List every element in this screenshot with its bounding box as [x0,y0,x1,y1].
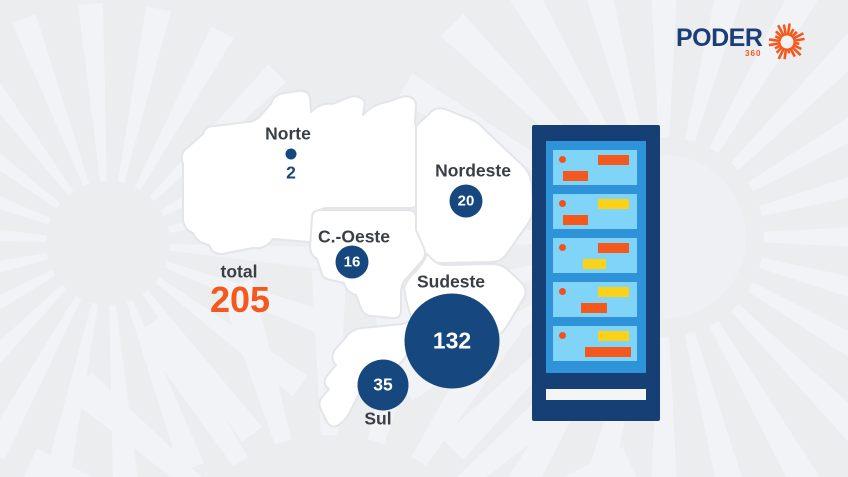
region-label-norte: Norte [265,123,311,144]
bubble-norte [285,148,297,160]
server-slot-bar-icon [581,303,607,313]
server-unit [553,238,637,273]
server-rack-units [553,150,637,370]
server-rack-illustration [532,125,660,421]
map-region-norte [180,89,422,255]
server-slot-bar-icon [585,347,631,357]
region-label-sul: Sul [364,408,392,429]
server-slot-bar-icon [563,215,588,225]
server-slot-bar-icon [583,259,606,269]
led-indicator-icon [559,156,566,163]
region-value-sul: 35 [373,374,393,395]
server-rack-base-vent [546,389,646,400]
server-slot-bar-icon [598,155,629,165]
total-value: 205 [209,279,271,320]
poder360-logo: PODER 360 [676,20,809,64]
logo-text: PODER 360 [676,24,763,59]
server-unit [553,194,637,229]
region-value-norte: 2 [286,162,296,183]
total-label: total [220,261,258,282]
led-indicator-icon [559,200,566,207]
region-value-nordeste: 20 [457,192,475,210]
sunburst-logo-icon [769,23,806,60]
server-unit [553,282,637,317]
region-label-sudeste: Sudeste [416,271,486,292]
led-indicator-icon [559,244,566,251]
server-slot-bar-icon [598,243,629,253]
region-value-sudeste: 132 [432,327,472,354]
region-label-nordeste: Nordeste [435,160,511,181]
bubble-nordeste: 20 [449,184,483,218]
server-slot-bar-icon [598,199,629,209]
led-indicator-icon [559,288,566,295]
server-unit [553,326,637,361]
bubble-centro-oeste: 16 [335,245,369,279]
bubble-sul: 35 [357,359,409,411]
region-value-centro-oeste: 16 [343,253,361,271]
region-label-centro-oeste: C.-Oeste [318,226,390,247]
server-rack-inner-frame [546,141,646,373]
logo-wordmark: PODER [676,24,763,52]
bubble-sudeste: 132 [404,293,500,389]
led-indicator-icon [559,332,566,339]
logo-360-label: 360 [745,49,762,58]
server-slot-bar-icon [563,171,588,181]
server-unit [553,150,637,185]
server-slot-bar-icon [598,331,629,341]
server-slot-bar-icon [598,287,629,297]
